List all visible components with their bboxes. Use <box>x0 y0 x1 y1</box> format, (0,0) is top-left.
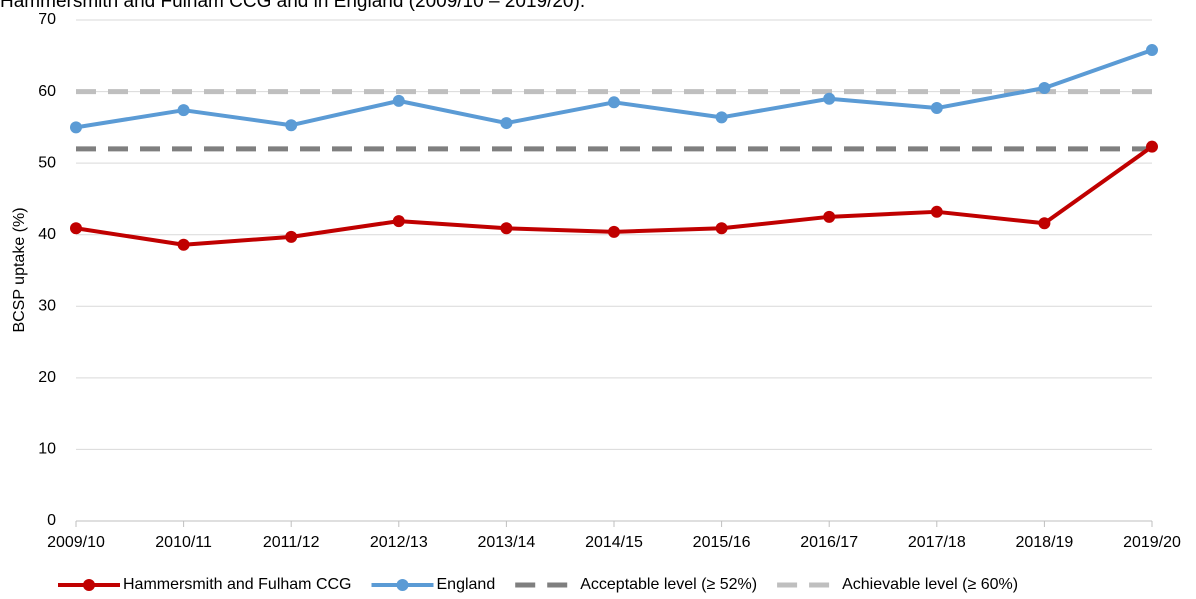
point <box>70 121 82 134</box>
x-tick-label: 2009/10 <box>47 534 105 551</box>
y-tick-label: 40 <box>38 226 56 243</box>
legend-label: Achievable level (≥ 60%) <box>842 576 1018 593</box>
point <box>177 104 190 117</box>
y-tick-label: 0 <box>47 512 56 529</box>
point <box>500 222 513 235</box>
point <box>285 119 298 132</box>
point <box>1038 217 1051 230</box>
point <box>1146 140 1158 153</box>
x-tick-label: 2015/16 <box>693 534 751 551</box>
x-tick-label: 2014/15 <box>585 534 643 551</box>
legend-label: Acceptable level (≥ 52%) <box>580 576 757 593</box>
point <box>285 230 298 243</box>
y-tick-label: 60 <box>38 83 56 100</box>
y-tick-label: 50 <box>38 154 56 171</box>
point <box>177 238 190 251</box>
x-tick-label: 2010/11 <box>155 534 212 551</box>
x-tick-label: 2012/13 <box>370 534 428 551</box>
point <box>930 102 943 115</box>
point <box>715 222 728 235</box>
point <box>608 96 620 109</box>
y-tick-label: 30 <box>38 298 56 315</box>
point <box>1146 44 1158 57</box>
point <box>823 92 836 105</box>
y-tick-label: 10 <box>38 441 56 458</box>
point <box>930 205 943 218</box>
legend-label: Hammersmith and Fulham CCG <box>123 576 352 593</box>
point <box>608 225 620 238</box>
x-tick-label: 2017/18 <box>908 534 966 551</box>
x-tick-label: 2016/17 <box>800 534 858 551</box>
point <box>1038 81 1051 94</box>
legend-marker <box>396 579 409 591</box>
y-tick-label: 70 <box>38 11 56 28</box>
x-tick-label: 2011/12 <box>263 534 320 551</box>
point <box>70 222 82 235</box>
x-tick-label: 2013/14 <box>477 534 535 551</box>
y-tick-label: 20 <box>38 369 56 386</box>
legend-marker <box>83 579 95 591</box>
y-axis-label: BCSP uptake (%) <box>11 207 28 332</box>
chart-title: Hammersmith and Fulham CCG and in Englan… <box>0 0 585 12</box>
x-tick-label: 2018/19 <box>1015 534 1073 551</box>
point <box>392 94 405 107</box>
legend-label: England <box>437 576 496 593</box>
x-tick-label: 2019/20 <box>1123 534 1181 551</box>
point <box>500 117 513 130</box>
point <box>392 215 405 228</box>
series-line <box>75 48 1153 130</box>
point <box>823 210 836 223</box>
point <box>715 111 728 124</box>
